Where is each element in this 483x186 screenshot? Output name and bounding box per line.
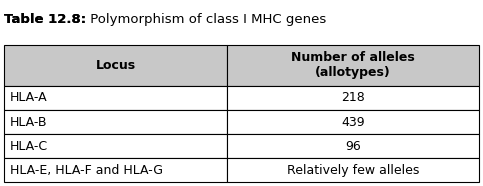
Text: HLA-B: HLA-B bbox=[10, 116, 47, 129]
Text: Table 12.8:: Table 12.8: bbox=[4, 13, 86, 26]
Text: Table 12.8:: Table 12.8: bbox=[4, 13, 86, 26]
Text: 218: 218 bbox=[341, 92, 365, 105]
Text: 96: 96 bbox=[345, 140, 361, 153]
Text: Relatively few alleles: Relatively few alleles bbox=[287, 164, 419, 177]
Bar bbox=[227, 110, 479, 134]
Bar bbox=[227, 158, 479, 182]
Bar bbox=[4, 158, 227, 182]
Bar bbox=[4, 86, 227, 110]
Bar bbox=[227, 45, 479, 86]
Bar bbox=[4, 134, 227, 158]
Bar bbox=[227, 86, 479, 110]
Text: Number of alleles
(allotypes): Number of alleles (allotypes) bbox=[291, 51, 415, 79]
Bar bbox=[4, 45, 227, 86]
Text: HLA-C: HLA-C bbox=[10, 140, 48, 153]
Text: Polymorphism of class I MHC genes: Polymorphism of class I MHC genes bbox=[86, 13, 326, 26]
Bar bbox=[4, 110, 227, 134]
Text: Locus: Locus bbox=[96, 59, 136, 72]
Bar bbox=[227, 134, 479, 158]
Text: HLA-E, HLA-F and HLA-G: HLA-E, HLA-F and HLA-G bbox=[10, 164, 163, 177]
Text: HLA-A: HLA-A bbox=[10, 92, 47, 105]
Text: 439: 439 bbox=[341, 116, 365, 129]
